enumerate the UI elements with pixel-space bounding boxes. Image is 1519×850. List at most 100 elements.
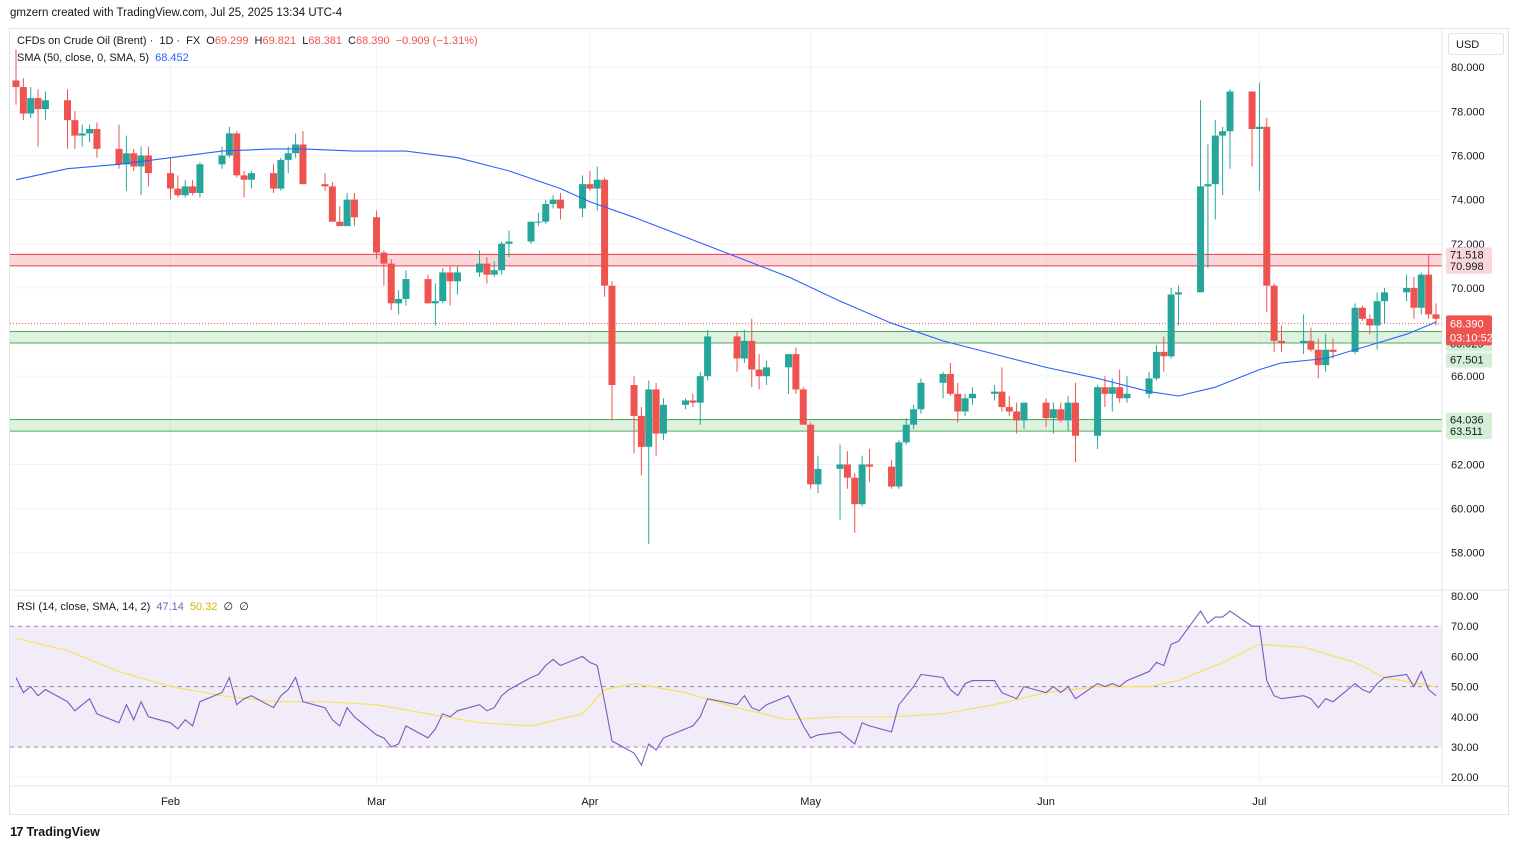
candle-body <box>807 424 815 485</box>
footer-brand[interactable]: 17 TradingView <box>10 824 100 839</box>
candle-body <box>247 173 255 180</box>
open-label: O <box>206 35 215 47</box>
rsi-legend-label: RSI (14, close, SMA, 14, 2) <box>17 601 151 613</box>
tradingview-logo-icon: 17 <box>10 824 24 839</box>
candle-body <box>645 389 653 447</box>
candle-body <box>1248 91 1256 129</box>
candle-body <box>174 188 182 196</box>
close-value: 68.390 <box>356 35 390 47</box>
candle-body <box>608 285 616 386</box>
candle-body <box>476 263 484 273</box>
rsi-legend-extra-1: ∅ <box>223 601 234 613</box>
candle-body <box>1300 340 1308 344</box>
candle-body <box>542 204 550 222</box>
low-value: 68.381 <box>308 35 342 47</box>
candle-body <box>939 373 947 383</box>
rsi-legend[interactable]: RSI (14, close, SMA, 14, 2) 47.14 50.32 … <box>17 600 252 613</box>
candle-body <box>704 336 712 377</box>
time-tick-label: May <box>800 796 821 808</box>
candle-body <box>64 100 72 121</box>
candle-body <box>1373 301 1381 326</box>
rsi-tick-label: 20.00 <box>1451 772 1479 784</box>
price-tick-label: 80.000 <box>1451 62 1485 74</box>
candle-body <box>946 373 954 394</box>
candle-body <box>167 173 175 189</box>
candle-body <box>27 98 35 114</box>
last-price-label: 68.390 <box>1450 318 1484 330</box>
time-tick-label: Feb <box>161 796 180 808</box>
zone-low-label-support-1: 67.501 <box>1450 355 1484 367</box>
rsi-legend-value: 47.14 <box>156 601 184 613</box>
symbol-name: CFDs on Crude Oil (Brent) <box>17 35 147 47</box>
candle-body <box>1351 307 1359 352</box>
candle-body <box>328 186 336 222</box>
candle-body <box>189 186 197 193</box>
zone-high-label-support-2-bg <box>1446 412 1492 428</box>
candle-body <box>586 184 594 189</box>
currency-selector[interactable]: USD <box>1448 33 1504 55</box>
candle-body <box>1358 307 1366 319</box>
candle-body <box>483 263 491 275</box>
zone-resistance <box>10 254 1442 266</box>
rsi-tick-label: 40.00 <box>1451 712 1479 724</box>
candle-body <box>1116 387 1124 399</box>
candle-body <box>851 477 859 505</box>
candle-body <box>1094 387 1102 436</box>
high-value: 69.821 <box>262 35 297 47</box>
rsi-layer <box>10 610 1442 767</box>
candle-body <box>998 391 1006 408</box>
candle-body <box>1263 126 1271 286</box>
candle-body <box>1057 409 1065 421</box>
candle-body <box>336 221 344 227</box>
sma-legend[interactable]: SMA (50, close, 0, SMA, 5) 68.452 <box>17 52 192 64</box>
candle-body <box>86 128 94 134</box>
rsi-tick-label: 50.00 <box>1451 682 1479 694</box>
candle-body <box>865 464 873 467</box>
candle-body <box>130 153 138 167</box>
time-tick-label: Mar <box>367 796 386 808</box>
candle-body <box>556 199 564 209</box>
candle-body <box>888 466 896 487</box>
candle-body <box>1307 340 1315 350</box>
candle-body <box>505 241 513 244</box>
rsi-tick-label: 70.00 <box>1451 621 1479 633</box>
sma-layer <box>15 148 1437 397</box>
candle-body <box>240 175 248 180</box>
candle-body <box>991 391 999 394</box>
rsi-ma-legend-value: 50.32 <box>189 601 218 613</box>
candle-body <box>740 340 748 359</box>
price-tick-label: 76.000 <box>1451 150 1485 162</box>
candle-body <box>1197 186 1205 293</box>
rsi-line <box>15 610 1437 767</box>
price-tick-label: 62.000 <box>1451 459 1485 471</box>
zone-support-2 <box>10 419 1442 432</box>
candle-body <box>682 400 690 405</box>
candle-body <box>277 159 285 189</box>
candle-body <box>233 133 241 176</box>
close-label: C <box>348 35 356 47</box>
candle-body <box>1152 351 1160 379</box>
rsi-legend-extra-2: ∅ <box>239 601 249 613</box>
candle-body <box>755 369 763 377</box>
candle-body <box>902 424 910 443</box>
candle-body <box>144 155 152 174</box>
candle-body <box>402 279 410 299</box>
candle-body <box>225 133 233 156</box>
candle-body <box>424 279 432 304</box>
chart-frame <box>9 28 1509 815</box>
candle-body <box>733 336 741 359</box>
candle-body <box>652 389 660 434</box>
zone-support-1 <box>10 331 1442 344</box>
time-tick-label: Jul <box>1252 796 1266 808</box>
bar-countdown-label: 03:10:52 <box>1450 332 1493 344</box>
candle-body <box>910 409 918 425</box>
candle-body <box>785 354 793 368</box>
price-tick-label: 78.000 <box>1451 106 1485 118</box>
candle-body <box>1160 351 1168 357</box>
symbol-legend[interactable]: CFDs on Crude Oil (Brent) · 1D · FX O69.29… <box>17 35 478 47</box>
candle-body <box>1005 407 1013 412</box>
price-tick-label: 66.000 <box>1451 371 1485 383</box>
rsi-tick-label: 60.00 <box>1451 651 1479 663</box>
high-label: H <box>254 35 263 47</box>
